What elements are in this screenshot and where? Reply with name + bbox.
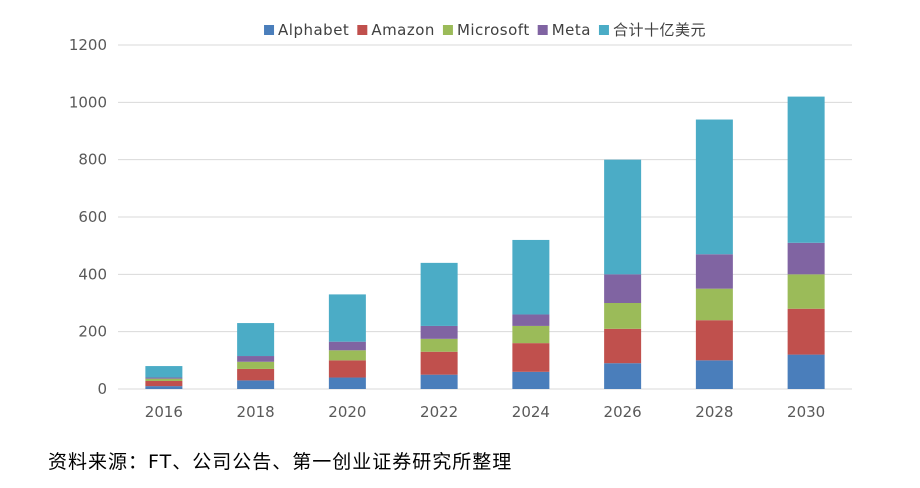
bar-2028-合计十亿美元: [695, 119, 733, 255]
bar-2024-Alphabet: [512, 371, 550, 389]
legend-item: Meta: [537, 21, 591, 39]
bar-2026-Amazon: [604, 328, 642, 364]
bar-2028-Meta: [695, 254, 733, 289]
bar-2026-Microsoft: [604, 303, 642, 329]
x-tick-label-2018: 2018: [237, 403, 275, 421]
source-note: 资料来源：FT、公司公告、第一创业证券研究所整理: [48, 451, 513, 473]
legend-swatch: [357, 25, 368, 35]
bar-2020-Meta: [328, 341, 366, 351]
legend-swatch: [442, 25, 453, 35]
bar-2024-Meta: [512, 314, 550, 326]
y-tick-label: 1000: [69, 93, 107, 111]
x-tick-label-2026: 2026: [604, 403, 642, 421]
legend-label: Amazon: [371, 21, 435, 39]
y-tick-label: 400: [78, 265, 107, 283]
bar-2018-Microsoft: [237, 361, 275, 369]
bar-2022-Microsoft: [420, 338, 458, 352]
bar-2020-Alphabet: [328, 377, 366, 389]
y-tick-label: 600: [78, 208, 107, 226]
y-tick-label: 1200: [69, 36, 107, 54]
bar-2022-Alphabet: [420, 374, 458, 389]
legend-label: Meta: [552, 21, 591, 39]
bar-2018-合计十亿美元: [237, 323, 275, 357]
bar-2024-Microsoft: [512, 325, 550, 344]
bar-2026-合计十亿美元: [604, 159, 642, 275]
legend-label: Microsoft: [457, 21, 530, 39]
y-tick-label: 800: [78, 151, 107, 169]
bar-2020-Amazon: [328, 360, 366, 378]
x-tick-label-2030: 2030: [787, 403, 825, 421]
legend-swatch: [537, 25, 548, 35]
bar-2022-Meta: [420, 325, 458, 339]
bar-2030-合计十亿美元: [787, 96, 825, 243]
x-tick-label-2028: 2028: [695, 403, 733, 421]
bar-2028-Amazon: [695, 320, 733, 361]
bar-2016-Amazon: [145, 380, 183, 387]
bar-2026-Meta: [604, 274, 642, 303]
bar-2024-合计十亿美元: [512, 239, 550, 315]
legend-item: 合计十亿美元: [598, 21, 706, 39]
legend-item: Microsoft: [442, 21, 530, 39]
bars: [145, 96, 825, 389]
bar-2028-Alphabet: [695, 360, 733, 389]
bar-2018-Alphabet: [237, 380, 275, 389]
legend-swatch: [264, 25, 275, 35]
bar-2028-Microsoft: [695, 288, 733, 321]
y-axis-tick-labels: 0 200 400 600 800 1000 1200: [69, 36, 107, 398]
x-tick-label-2022: 2022: [420, 403, 458, 421]
x-tick-label-2020: 2020: [328, 403, 366, 421]
x-tick-label-2016: 2016: [145, 403, 183, 421]
bar-2022-合计十亿美元: [420, 262, 458, 326]
bar-2016-合计十亿美元: [145, 366, 183, 378]
legend-item: Alphabet: [264, 21, 349, 39]
bar-2030-Microsoft: [787, 274, 825, 309]
x-axis-tick-labels: 2016 2018 2020 2022 2024 2026 2028 2030: [145, 403, 825, 421]
bar-2024-Amazon: [512, 343, 550, 372]
gridlines: [118, 44, 852, 390]
y-tick-label: 0: [97, 380, 107, 398]
bar-2016-Meta: [145, 377, 183, 379]
bar-2018-Amazon: [237, 368, 275, 381]
bar-2030-Meta: [787, 242, 825, 275]
bar-2020-Microsoft: [328, 350, 366, 361]
legend-label: 合计十亿美元: [613, 21, 706, 39]
x-tick-label-2024: 2024: [512, 403, 550, 421]
bar-2030-Amazon: [787, 308, 825, 355]
bar-2016-Microsoft: [145, 378, 183, 381]
bar-2016-Alphabet: [145, 386, 183, 389]
legend-swatch: [598, 25, 609, 35]
legend: Alphabet Amazon Microsoft Meta 合计十亿美元: [264, 21, 706, 39]
bar-2030-Alphabet: [787, 354, 825, 389]
bar-2018-Meta: [237, 356, 275, 362]
bar-2022-Amazon: [420, 351, 458, 375]
legend-label: Alphabet: [278, 21, 349, 39]
legend-item: Amazon: [357, 21, 435, 39]
bar-2026-Alphabet: [604, 363, 642, 389]
bar-2020-合计十亿美元: [328, 294, 366, 342]
y-tick-label: 200: [78, 323, 107, 341]
